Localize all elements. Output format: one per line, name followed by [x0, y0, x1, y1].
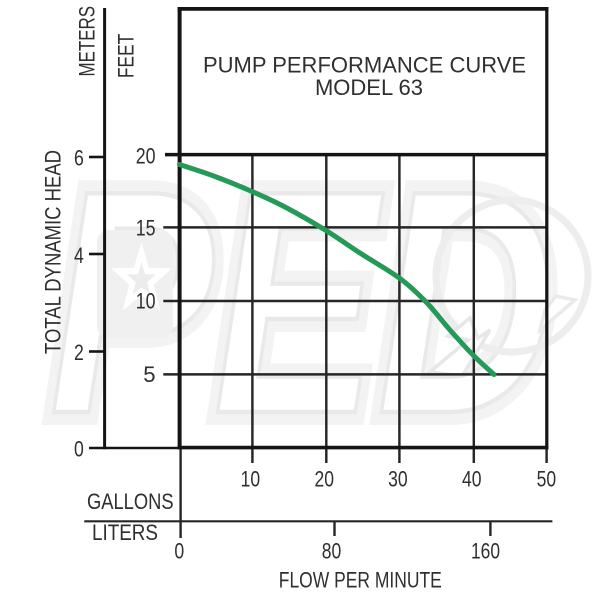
svg-text:0: 0 [174, 539, 184, 564]
svg-text:MODEL 63: MODEL 63 [315, 75, 423, 100]
svg-text:15: 15 [136, 215, 156, 240]
svg-text:30: 30 [388, 467, 408, 492]
svg-text:4: 4 [74, 243, 84, 268]
svg-text:0: 0 [74, 437, 84, 462]
svg-text:10: 10 [241, 467, 261, 492]
svg-text:5: 5 [143, 362, 155, 387]
svg-text:20: 20 [136, 143, 156, 168]
svg-text:40: 40 [462, 467, 482, 492]
svg-text:20: 20 [315, 467, 335, 492]
svg-text:PUMP PERFORMANCE CURVE: PUMP PERFORMANCE CURVE [203, 53, 526, 78]
svg-text:80: 80 [322, 539, 342, 564]
svg-text:TOTAL DYNAMIC HEAD: TOTAL DYNAMIC HEAD [41, 150, 66, 354]
svg-text:6: 6 [74, 146, 84, 171]
svg-text:FEET: FEET [114, 34, 139, 78]
svg-text:160: 160 [471, 539, 500, 564]
svg-text:GALLONS: GALLONS [87, 489, 174, 514]
svg-text:LITERS: LITERS [92, 520, 158, 545]
svg-text:10: 10 [136, 289, 156, 314]
svg-text:50: 50 [537, 467, 557, 492]
svg-text:2: 2 [74, 340, 84, 365]
svg-text:FLOW PER MINUTE: FLOW PER MINUTE [279, 567, 442, 592]
svg-text:METERS: METERS [75, 6, 100, 77]
